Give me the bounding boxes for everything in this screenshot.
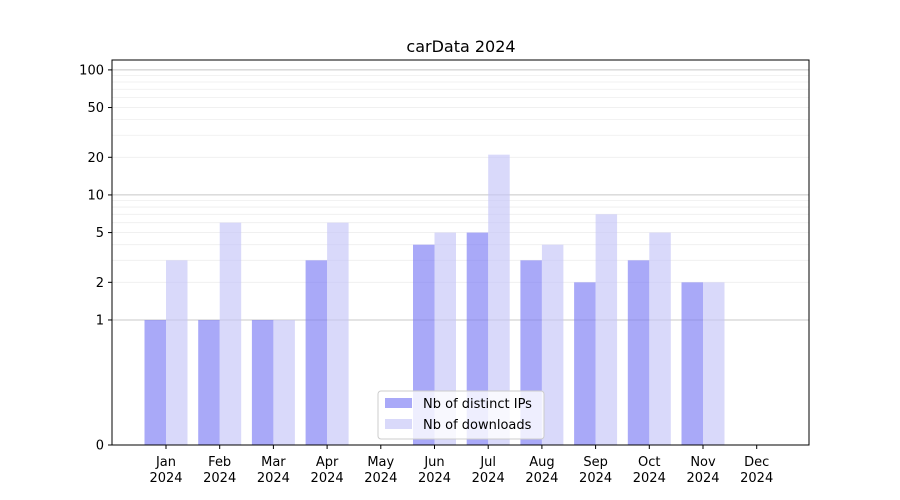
y-tick-label: 10 xyxy=(87,188,104,203)
x-tick-label-year: 2024 xyxy=(525,471,558,486)
x-tick-label-month: May xyxy=(367,455,394,470)
legend: Nb of distinct IPs Nb of downloads xyxy=(377,390,545,440)
legend-label: Nb of distinct IPs xyxy=(423,397,532,412)
bar-downloads-oct xyxy=(649,232,671,445)
legend-swatch xyxy=(385,398,412,408)
bar-downloads-jul xyxy=(488,154,510,446)
bar-distinct-ips-mar xyxy=(251,319,274,445)
y-tick-label: 5 xyxy=(96,226,104,241)
x-tick-label-year: 2024 xyxy=(740,471,773,486)
x-tick-label-year: 2024 xyxy=(633,471,666,486)
x-tick-label-year: 2024 xyxy=(579,471,612,486)
x-tick-label-year: 2024 xyxy=(686,471,719,486)
y-axis: 0 1 2 5 10 20 50 100 xyxy=(79,63,112,454)
x-tick-label-month: Oct xyxy=(638,455,660,470)
x-tick-label-year: 2024 xyxy=(311,471,344,486)
x-tick-label-month: Jan xyxy=(155,455,176,470)
bar-downloads-mar xyxy=(273,319,295,445)
bar-downloads-sep xyxy=(595,214,618,445)
bar-distinct-ips-nov xyxy=(681,282,703,445)
y-tick-label: 0 xyxy=(96,439,104,454)
plot-frame xyxy=(111,59,810,446)
x-tick-label-month: Jul xyxy=(479,455,496,470)
bar-distinct-ips-jan xyxy=(144,319,166,445)
x-tick-label-month: Apr xyxy=(316,455,339,470)
legend-label: Nb of downloads xyxy=(423,418,532,433)
x-tick-label-year: 2024 xyxy=(149,471,182,486)
bar-downloads-aug xyxy=(541,244,564,445)
x-axis: Jan2024Feb2024Mar2024Apr2024May2024Jun20… xyxy=(149,445,773,486)
x-tick-label-month: Mar xyxy=(261,455,286,470)
bar-distinct-ips-feb xyxy=(198,319,220,445)
x-tick-label-month: Feb xyxy=(208,455,231,470)
x-tick-label-year: 2024 xyxy=(364,471,397,486)
bar-downloads-jan xyxy=(166,260,188,445)
x-tick-label-month: Sep xyxy=(583,455,608,470)
x-tick-label-year: 2024 xyxy=(418,471,451,486)
legend-swatch xyxy=(385,419,412,429)
bar-distinct-ips-apr xyxy=(305,260,328,445)
bar-downloads-feb xyxy=(219,222,242,445)
bar-distinct-ips-oct xyxy=(627,260,650,445)
bar-downloads-nov xyxy=(703,282,725,445)
y-tick-label: 50 xyxy=(87,101,104,116)
x-tick-label-month: Jun xyxy=(423,455,444,470)
x-tick-label-month: Dec xyxy=(744,455,769,470)
bar-distinct-ips-sep xyxy=(574,282,596,445)
y-tick-label: 100 xyxy=(79,63,104,78)
x-tick-label-month: Nov xyxy=(690,455,716,470)
x-tick-label-year: 2024 xyxy=(472,471,505,486)
x-tick-label-year: 2024 xyxy=(257,471,290,486)
chart-title: carData 2024 xyxy=(406,37,515,56)
x-tick-label-year: 2024 xyxy=(203,471,236,486)
grid xyxy=(112,69,809,321)
y-tick-label: 2 xyxy=(96,276,104,291)
y-tick-label: 20 xyxy=(87,151,104,166)
x-tick-label-month: Aug xyxy=(529,455,554,470)
bar-downloads-apr xyxy=(327,222,349,445)
y-tick-label: 1 xyxy=(96,313,104,328)
legend-box xyxy=(377,390,545,440)
